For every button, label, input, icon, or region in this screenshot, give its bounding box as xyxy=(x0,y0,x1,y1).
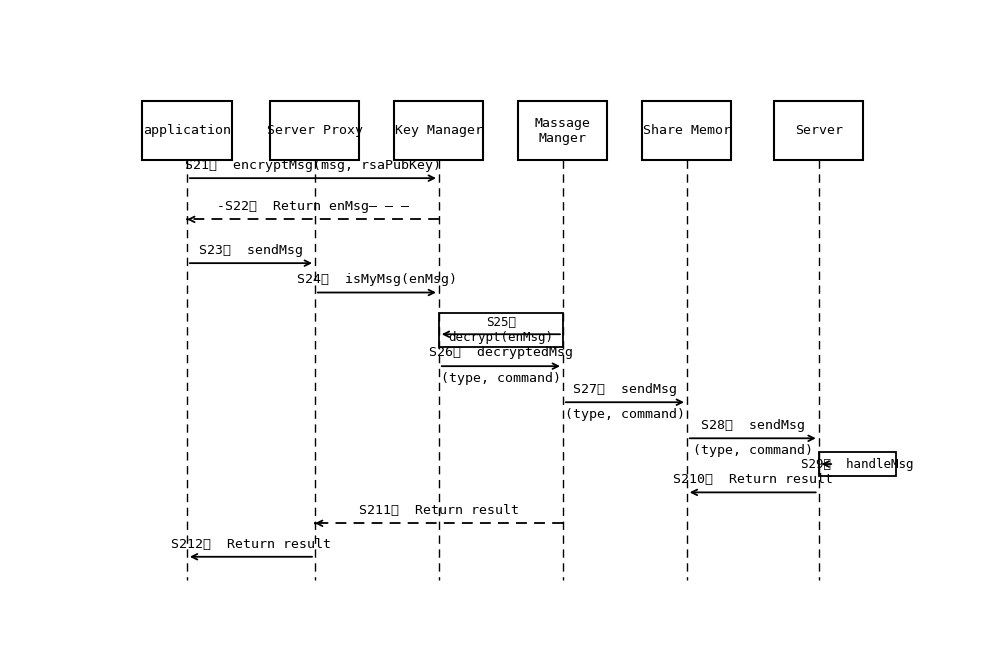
Text: S21：  encryptMsg(msg, rsaPubKey): S21： encryptMsg(msg, rsaPubKey) xyxy=(185,159,441,172)
Text: Share Memor: Share Memor xyxy=(643,124,731,137)
Text: S212：  Return result: S212： Return result xyxy=(171,538,331,551)
Text: Key Manager: Key Manager xyxy=(395,124,483,137)
Text: S210：  Return result: S210： Return result xyxy=(673,473,833,486)
Text: Server: Server xyxy=(795,124,843,137)
Text: S27：  sendMsg: S27： sendMsg xyxy=(573,383,677,395)
Text: S28：  sendMsg: S28： sendMsg xyxy=(701,419,805,432)
Text: (type, command): (type, command) xyxy=(693,444,813,458)
Text: Server Proxy: Server Proxy xyxy=(267,124,363,137)
Text: Massage
Manger: Massage Manger xyxy=(535,116,591,145)
Bar xyxy=(270,101,359,160)
Bar xyxy=(142,101,232,160)
Text: S26：  decryptedMsg: S26： decryptedMsg xyxy=(429,347,573,359)
Bar xyxy=(774,101,863,160)
Bar xyxy=(439,313,563,347)
Text: application: application xyxy=(143,124,231,137)
Text: S25：
decrypt(enMsg): S25： decrypt(enMsg) xyxy=(448,316,553,344)
Bar xyxy=(819,452,896,476)
Text: (type, command): (type, command) xyxy=(565,408,685,421)
Bar xyxy=(394,101,483,160)
Text: S211：  Return result: S211： Return result xyxy=(359,504,519,517)
Bar xyxy=(518,101,607,160)
Bar xyxy=(642,101,731,160)
Text: S29：  handleMsg: S29： handleMsg xyxy=(801,458,914,470)
Text: S23：  sendMsg: S23： sendMsg xyxy=(199,244,303,257)
Text: S24：  isMyMsg(enMsg): S24： isMyMsg(enMsg) xyxy=(297,274,457,286)
Text: -S22：  Return enMsg— — —: -S22： Return enMsg— — — xyxy=(217,200,409,213)
Text: (type, command): (type, command) xyxy=(441,373,561,385)
